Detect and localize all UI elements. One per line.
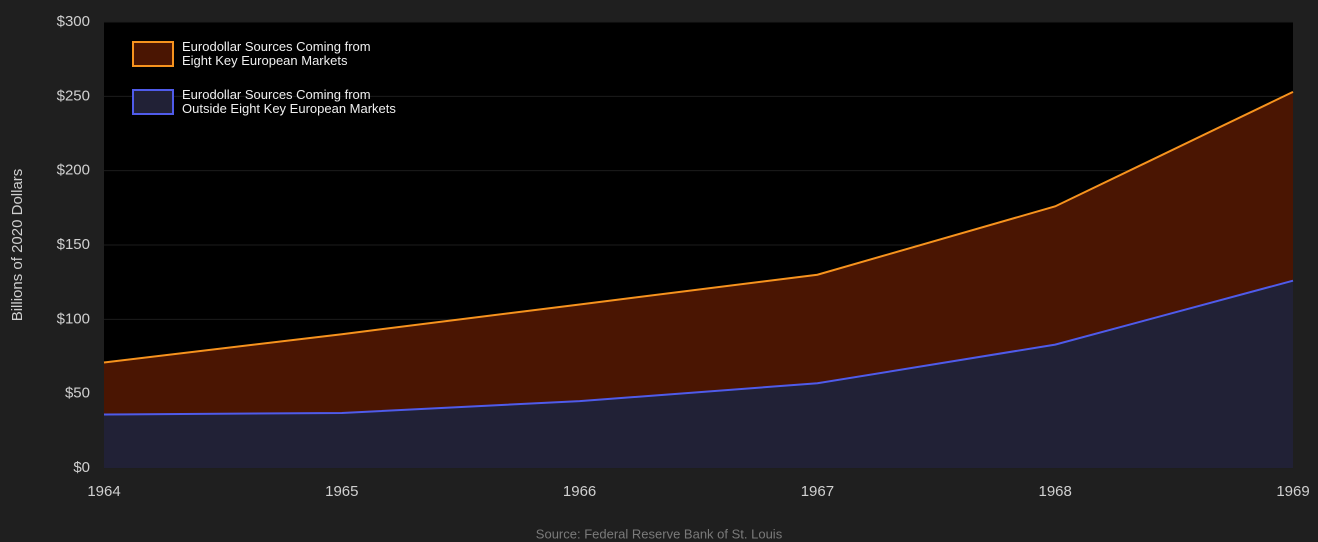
legend-swatch <box>132 89 174 115</box>
x-tick-label: 1966 <box>563 483 596 500</box>
areas <box>104 91 1293 468</box>
area-line <box>103 279 1294 416</box>
y-tick-label: $100 <box>57 310 90 327</box>
area <box>104 280 1293 468</box>
y-tick-label: $0 <box>73 459 90 476</box>
y-tick-label: $150 <box>57 236 90 253</box>
legend-label: Eurodollar Sources Coming from Outside E… <box>182 87 396 116</box>
y-tick-label: $250 <box>57 87 90 104</box>
legend-swatch <box>132 41 174 67</box>
legend-item: Eurodollar Sources Coming from Eight Key… <box>132 40 396 68</box>
area <box>104 91 1293 415</box>
y-axis-label: Billions of 2020 Dollars <box>9 169 26 322</box>
x-tick-label: 1965 <box>325 483 358 500</box>
area-line <box>103 90 1294 364</box>
x-tick-label: 1969 <box>1276 483 1309 500</box>
source-note: Source: Federal Reserve Bank of St. Loui… <box>536 526 783 541</box>
x-tick-label: 1968 <box>1039 483 1072 500</box>
legend: Eurodollar Sources Coming from Eight Key… <box>132 40 396 136</box>
y-tick-label: $300 <box>57 13 90 30</box>
legend-item: Eurodollar Sources Coming from Outside E… <box>132 88 396 116</box>
y-tick-label: $200 <box>57 162 90 179</box>
x-tick-label: 1967 <box>801 483 834 500</box>
x-tick-label: 1964 <box>87 483 120 500</box>
y-tick-label: $50 <box>65 385 90 402</box>
legend-label: Eurodollar Sources Coming from Eight Key… <box>182 39 371 68</box>
